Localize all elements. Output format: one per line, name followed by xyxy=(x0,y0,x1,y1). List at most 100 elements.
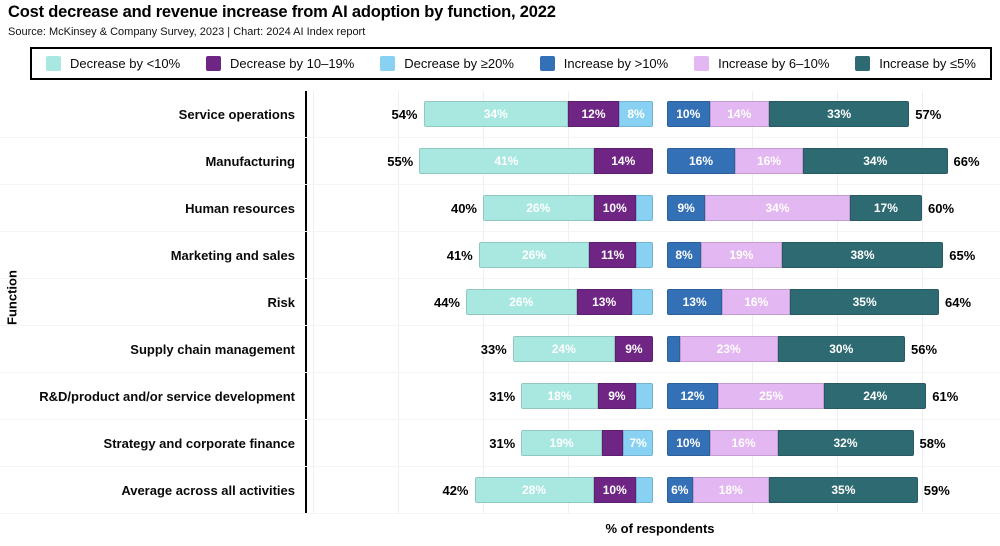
legend-item-label: Increase by >10% xyxy=(563,56,669,71)
segment-value-label: 6% xyxy=(671,483,689,497)
function-label: Supply chain management xyxy=(130,341,295,357)
bar-segment-increase_6_10: 14% xyxy=(709,101,769,127)
legend-swatch-icon xyxy=(206,56,222,71)
decrease-total-label: 33% xyxy=(480,341,507,357)
bar-segment-decrease_10_19: 11% xyxy=(589,242,636,268)
segment-value-label: 33% xyxy=(827,107,852,121)
bar-segment-increase_6_10: 23% xyxy=(679,336,778,362)
segment-value-label: 17% xyxy=(873,201,898,215)
increase-bar: 23% 30% xyxy=(667,336,905,362)
function-label: Average across all activities xyxy=(121,482,295,498)
segment-value-label: 23% xyxy=(716,342,741,356)
segment-value-label: 13% xyxy=(682,295,707,309)
decrease-bar: 26% 13% xyxy=(466,289,653,315)
decrease-total-label: 31% xyxy=(489,388,516,404)
bar-segment-increase_gt10: 16% xyxy=(667,148,735,174)
increase-total-label: 58% xyxy=(919,435,946,451)
chart-area: Service operations 34% 12% 8% 54% 10% 14% 33% 57… xyxy=(0,91,1000,514)
increase-bar: 13% 16% 35% xyxy=(667,289,939,315)
bar-segment-increase_le5: 34% xyxy=(803,148,948,174)
bar-segment-decrease_10_19 xyxy=(602,430,624,456)
bar-segment-increase_gt10: 8% xyxy=(667,242,701,268)
chart-source: Source: McKinsey & Company Survey, 2023 … xyxy=(8,26,366,38)
segment-value-label: 34% xyxy=(863,154,888,168)
decrease-bar: 34% 12% 8% xyxy=(423,101,653,127)
bar-segment-increase_le5: 24% xyxy=(824,383,927,409)
legend-swatch-icon xyxy=(855,56,871,71)
y-axis-label: Function xyxy=(4,270,20,325)
segment-value-label: 14% xyxy=(727,107,752,121)
bar-segment-decrease_10_19: 10% xyxy=(593,195,636,221)
increase-bar: 16% 16% 34% xyxy=(667,148,948,174)
bar-segment-decrease_ge20: 8% xyxy=(619,101,653,127)
legend: Decrease by <10% Decrease by 10–19% Decrea… xyxy=(30,47,992,80)
bar-segment-decrease_lt10: 28% xyxy=(474,477,594,503)
legend-swatch-icon xyxy=(380,56,396,71)
segment-value-label: 30% xyxy=(829,342,854,356)
bar-segment-decrease_lt10: 26% xyxy=(466,289,577,315)
segment-value-label: 12% xyxy=(680,389,705,403)
legend-item: Decrease by ≥20% xyxy=(380,56,514,71)
bar-segment-decrease_ge20 xyxy=(636,383,653,409)
bar-segment-decrease_10_19: 9% xyxy=(614,336,653,362)
segment-value-label: 16% xyxy=(744,295,769,309)
segment-value-label: 35% xyxy=(831,483,856,497)
bar-segment-decrease_10_19: 12% xyxy=(568,101,619,127)
decrease-total-label: 40% xyxy=(450,200,477,216)
segment-value-label: 41% xyxy=(494,154,519,168)
increase-total-label: 59% xyxy=(923,482,950,498)
decrease-total-label: 55% xyxy=(387,153,414,169)
chart-row: Manufacturing 41% 14% 55% 16% 16% 34% 66% xyxy=(0,138,1000,185)
decrease-bar: 41% 14% xyxy=(419,148,653,174)
bar-segment-increase_6_10: 16% xyxy=(709,430,778,456)
chart-row: Strategy and corporate finance 19% 7% 31% 10… xyxy=(0,420,1000,467)
bar-segment-increase_gt10: 10% xyxy=(667,101,710,127)
decrease-bar: 28% 10% xyxy=(474,477,653,503)
function-label: Marketing and sales xyxy=(170,247,295,263)
segment-value-label: 34% xyxy=(765,201,790,215)
bar-segment-increase_le5: 32% xyxy=(777,430,914,456)
legend-item-label: Decrease by <10% xyxy=(70,56,181,71)
chart-rows: Service operations 34% 12% 8% 54% 10% 14% 33% 57… xyxy=(0,91,1000,514)
segment-value-label: 26% xyxy=(509,295,534,309)
bar-segment-increase_le5: 33% xyxy=(769,101,910,127)
bar-segment-increase_6_10: 18% xyxy=(692,477,769,503)
segment-value-label: 34% xyxy=(483,107,508,121)
segment-value-label: 24% xyxy=(863,389,888,403)
segment-value-label: 35% xyxy=(852,295,877,309)
bar-segment-decrease_ge20 xyxy=(636,477,653,503)
segment-value-label: 10% xyxy=(676,107,701,121)
segment-value-label: 10% xyxy=(602,201,627,215)
segment-value-label: 10% xyxy=(602,483,627,497)
segment-value-label: 24% xyxy=(551,342,576,356)
bar-segment-decrease_lt10: 18% xyxy=(521,383,598,409)
increase-total-label: 56% xyxy=(911,341,938,357)
increase-total-label: 57% xyxy=(915,106,942,122)
segment-value-label: 19% xyxy=(729,248,754,262)
segment-value-label: 13% xyxy=(592,295,617,309)
increase-total-label: 64% xyxy=(945,294,972,310)
segment-value-label: 8% xyxy=(675,248,693,262)
decrease-bar: 18% 9% xyxy=(521,383,653,409)
chart-row: Average across all activities 28% 10% 42% 6%… xyxy=(0,467,1000,514)
bar-segment-decrease_10_19: 9% xyxy=(597,383,636,409)
bar-segment-increase_le5: 35% xyxy=(790,289,939,315)
decrease-total-label: 31% xyxy=(489,435,516,451)
segment-value-label: 9% xyxy=(677,201,695,215)
bar-segment-increase_6_10: 16% xyxy=(735,148,803,174)
segment-value-label: 26% xyxy=(521,248,547,262)
bar-segment-increase_gt10: 6% xyxy=(667,477,693,503)
bar-segment-increase_le5: 17% xyxy=(849,195,922,221)
bar-segment-increase_6_10: 19% xyxy=(701,242,782,268)
function-label: Service operations xyxy=(178,106,295,122)
chart-row: Supply chain management 24% 9% 33% 23% 30% 56% xyxy=(0,326,1000,373)
row-plot: 18% 9% 31% 12% 25% 24% 61% xyxy=(305,373,1000,419)
increase-total-label: 61% xyxy=(932,388,959,404)
bar-segment-decrease_ge20 xyxy=(636,195,653,221)
bar-segment-decrease_ge20 xyxy=(636,242,653,268)
segment-value-label: 16% xyxy=(756,154,782,168)
legend-swatch-icon xyxy=(694,56,710,71)
bar-segment-decrease_ge20: 7% xyxy=(623,430,653,456)
segment-value-label: 8% xyxy=(627,107,645,121)
bar-segment-increase_6_10: 25% xyxy=(718,383,825,409)
